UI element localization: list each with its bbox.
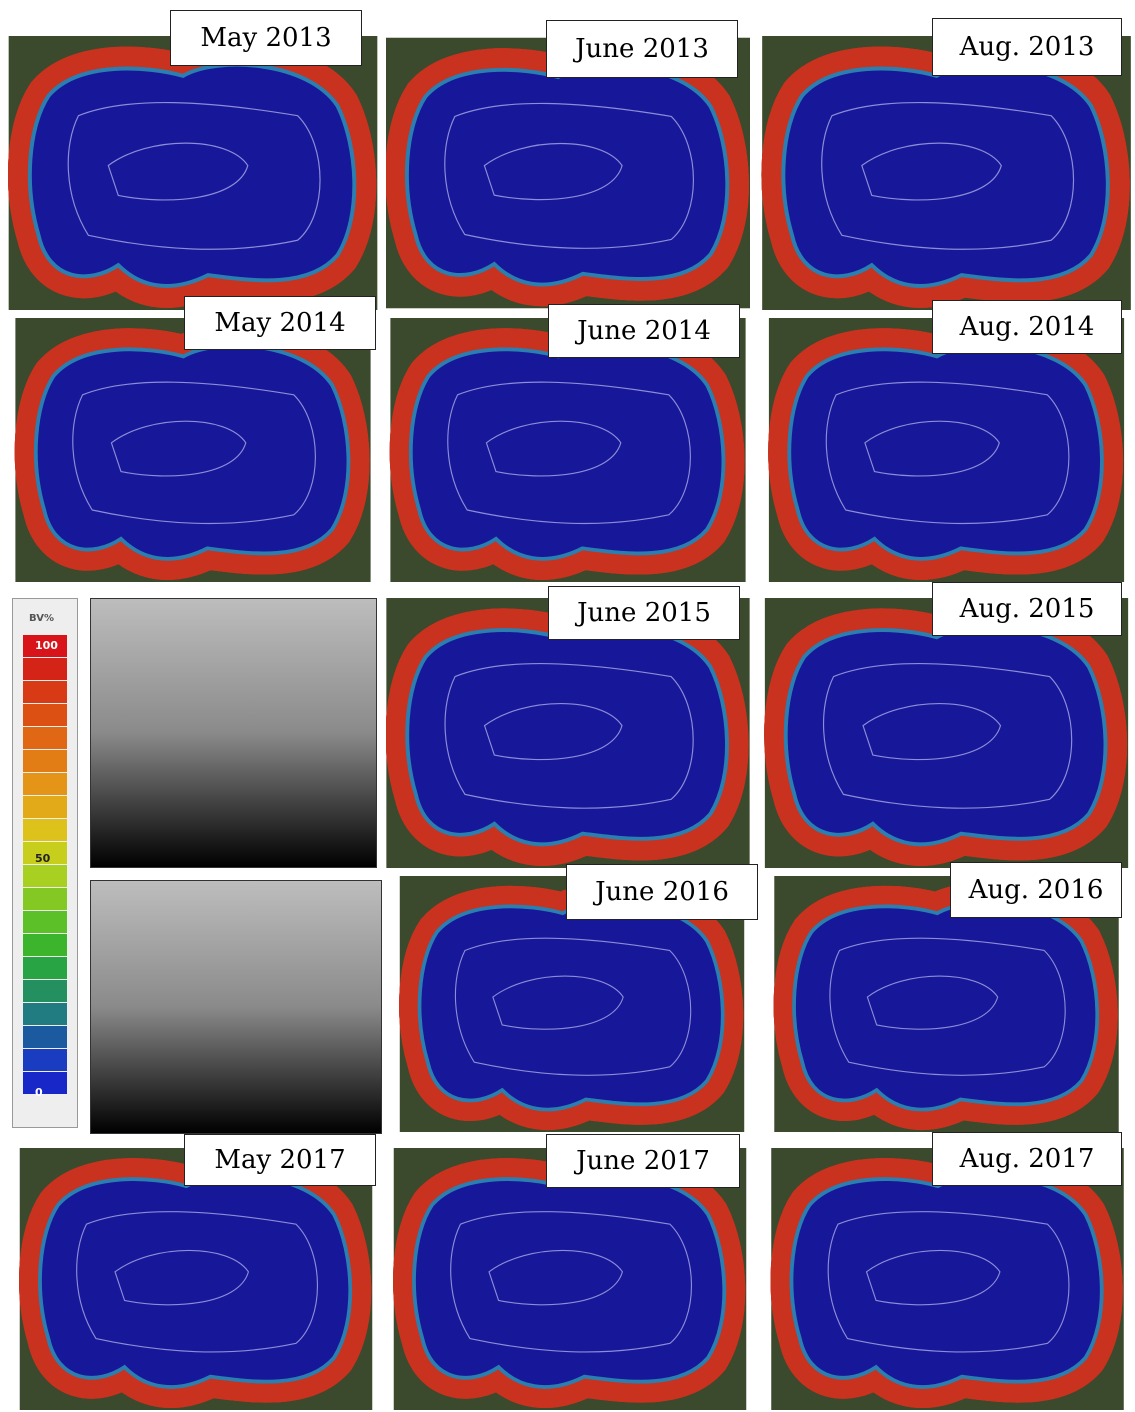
legend-swatch	[23, 727, 67, 749]
lake-heatmap	[758, 318, 1135, 582]
legend-swatch	[23, 911, 67, 933]
legend-swatch	[23, 1049, 67, 1071]
panel-label: June 2015	[548, 586, 740, 640]
legend-swatch	[23, 750, 67, 772]
panel-label: Aug. 2015	[932, 582, 1122, 636]
panel-label: Aug. 2017	[932, 1132, 1122, 1186]
lake-map	[8, 318, 378, 582]
panel-label: June 2017	[546, 1134, 740, 1188]
lake-map	[758, 598, 1135, 868]
lake-map	[8, 1148, 384, 1410]
lake-map	[758, 318, 1135, 582]
legend-swatch	[23, 1003, 67, 1025]
panel-label: June 2014	[548, 304, 740, 358]
color-legend: BV% 100 50 0	[12, 598, 78, 1128]
legend-swatch	[23, 681, 67, 703]
legend-swatch	[23, 704, 67, 726]
legend-swatch	[23, 1026, 67, 1048]
panel-label: June 2016	[566, 864, 758, 920]
lake-map	[760, 1148, 1135, 1410]
lake-heatmap	[758, 598, 1135, 868]
legend-swatch	[23, 658, 67, 680]
panel-label: June 2013	[546, 20, 738, 78]
lake-heatmap	[758, 36, 1135, 310]
panel-label: Aug. 2013	[932, 18, 1122, 76]
gray-gradient	[90, 598, 377, 868]
legend-swatch	[23, 819, 67, 841]
legend-swatch	[23, 957, 67, 979]
panel-label: Aug. 2016	[950, 862, 1122, 918]
lake-heatmap	[8, 36, 378, 310]
lake-heatmap	[8, 318, 378, 582]
legend-title: BV%	[29, 613, 54, 624]
legend-label: 100	[35, 639, 58, 652]
legend-label: 0	[35, 1086, 43, 1099]
legend-swatch	[23, 1072, 67, 1094]
legend-label: 50	[35, 852, 50, 865]
figure: BV% 100 50 0 May 2013 June 2013 Aug. 2013 May …	[0, 0, 1135, 1412]
legend-swatch	[23, 934, 67, 956]
panel-label: May 2013	[170, 10, 362, 66]
panel-label: May 2014	[184, 296, 376, 350]
gray-gradient	[90, 880, 382, 1134]
lake-heatmap	[8, 1148, 384, 1410]
lake-map	[758, 36, 1135, 310]
legend-swatch	[23, 773, 67, 795]
lake-heatmap	[760, 1148, 1135, 1410]
lake-map	[8, 36, 378, 310]
legend-swatch	[23, 865, 67, 887]
panel-label: Aug. 2014	[932, 300, 1122, 354]
legend-swatch	[23, 796, 67, 818]
legend-swatch	[23, 980, 67, 1002]
panel-label: May 2017	[184, 1134, 376, 1186]
legend-swatch	[23, 888, 67, 910]
